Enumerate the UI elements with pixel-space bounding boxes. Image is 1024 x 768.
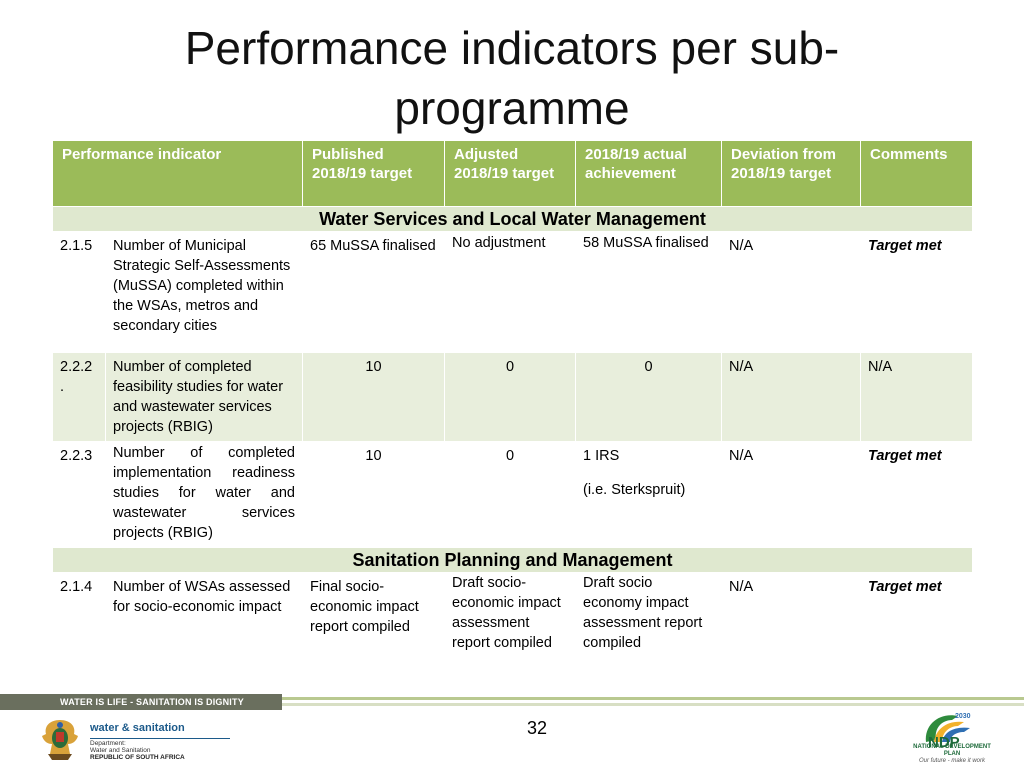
performance-table: Performance indicator Published 2018/19 … bbox=[52, 140, 973, 660]
adjusted-target: No adjustment bbox=[444, 231, 576, 353]
comments: Target met bbox=[860, 441, 973, 548]
adjusted-target: 0 bbox=[444, 441, 576, 548]
comments: Target met bbox=[860, 572, 973, 660]
actual-achievement: Draft socio economy impact assessment re… bbox=[575, 572, 722, 660]
table-header-row: Performance indicator Published 2018/19 … bbox=[52, 140, 973, 207]
deviation: N/A bbox=[721, 441, 861, 548]
comments: Target met bbox=[860, 231, 973, 353]
adjusted-target: Draft socio-economic impact assessment r… bbox=[444, 572, 576, 660]
slide-title-line-1: Performance indicators per sub- bbox=[184, 22, 840, 74]
indicator-code: 2.2.3 bbox=[52, 441, 106, 548]
actual-achievement-note: (i.e. Sterkspruit) bbox=[583, 482, 686, 498]
coat-of-arms-icon bbox=[42, 720, 78, 760]
department-divider bbox=[90, 738, 230, 739]
footer-band bbox=[0, 694, 282, 710]
indicator-description: Number of completed implementation readi… bbox=[105, 441, 303, 548]
ndp-full-name: NATIONAL DEVELOPMENT PLAN bbox=[913, 744, 991, 757]
slide-title-line-2: programme bbox=[394, 82, 630, 134]
footer-band-text: WATER IS LIFE - SANITATION IS DIGNITY bbox=[60, 697, 244, 707]
adjusted-target: 0 bbox=[444, 352, 576, 442]
header-published-target: Published 2018/19 target bbox=[302, 140, 445, 207]
department-label: Department: bbox=[90, 740, 126, 747]
actual-achievement: 58 MuSSA finalised bbox=[575, 231, 722, 353]
actual-achievement-value: 1 IRS bbox=[583, 448, 620, 464]
header-adjusted-target: Adjusted 2018/19 target bbox=[444, 140, 576, 207]
slide-title: Performance indicators per sub- programm… bbox=[0, 18, 1024, 138]
ndp-caption: NATIONAL DEVELOPMENT PLAN Our future - m… bbox=[912, 744, 992, 765]
published-target: Final socio-economic impact report compi… bbox=[302, 572, 445, 660]
published-target: 65 MuSSA finalised bbox=[302, 231, 445, 353]
header-deviation: Deviation from 2018/19 target bbox=[721, 140, 861, 207]
page-number: 32 bbox=[526, 718, 548, 738]
indicator-code-suffix: . bbox=[60, 379, 65, 395]
ndp-logo: 2030 NDP bbox=[906, 710, 992, 766]
published-target: 10 bbox=[302, 441, 445, 548]
department-logo: water & sanitation Department: Water and… bbox=[34, 716, 234, 764]
table-row: 2.1.5 Number of Municipal Strategic Self… bbox=[52, 231, 973, 353]
indicator-code: 2.2.2. bbox=[52, 352, 106, 442]
ndp-tagline: Our future - make it work bbox=[918, 758, 986, 764]
actual-achievement: 0 bbox=[575, 352, 722, 442]
deviation: N/A bbox=[721, 231, 861, 353]
indicator-description: Number of WSAs assessed for socio-econom… bbox=[105, 572, 303, 660]
indicator-code-number: 2.2.2 bbox=[60, 359, 93, 375]
footer-rule-secondary bbox=[270, 703, 1024, 706]
indicator-description: Number of completed feasibility studies … bbox=[105, 352, 303, 442]
actual-achievement: 1 IRS (i.e. Sterkspruit) bbox=[575, 441, 722, 548]
section-row: Water Services and Local Water Managemen… bbox=[52, 206, 973, 232]
section-row: Sanitation Planning and Management bbox=[52, 547, 973, 573]
section-title: Sanitation Planning and Management bbox=[52, 547, 973, 573]
indicator-description: Number of Municipal Strategic Self-Asses… bbox=[105, 231, 303, 353]
footer-rule bbox=[0, 697, 1024, 700]
header-performance-indicator: Performance indicator bbox=[52, 140, 303, 207]
ndp-year: 2030 bbox=[955, 713, 971, 720]
comments: N/A bbox=[860, 352, 973, 442]
section-title: Water Services and Local Water Managemen… bbox=[52, 206, 973, 232]
indicator-code: 2.1.4 bbox=[52, 572, 106, 660]
ndp-abbreviation: NDP bbox=[928, 734, 960, 750]
deviation: N/A bbox=[721, 572, 861, 660]
deviation: N/A bbox=[721, 352, 861, 442]
table-row: 2.2.3 Number of completed implementation… bbox=[52, 441, 973, 548]
header-actual-achievement: 2018/19 actual achievement bbox=[575, 140, 722, 207]
table-row: 2.1.4 Number of WSAs assessed for socio-… bbox=[52, 572, 973, 660]
table-row: 2.2.2. Number of completed feasibility s… bbox=[52, 352, 973, 442]
ndp-emblem-icon: 2030 NDP bbox=[925, 713, 971, 750]
published-target: 10 bbox=[302, 352, 445, 442]
department-subname: Water and Sanitation bbox=[90, 747, 151, 754]
department-name: water & sanitation bbox=[90, 722, 185, 734]
department-country: REPUBLIC OF SOUTH AFRICA bbox=[90, 754, 185, 761]
header-comments: Comments bbox=[860, 140, 973, 207]
indicator-code: 2.1.5 bbox=[52, 231, 106, 353]
